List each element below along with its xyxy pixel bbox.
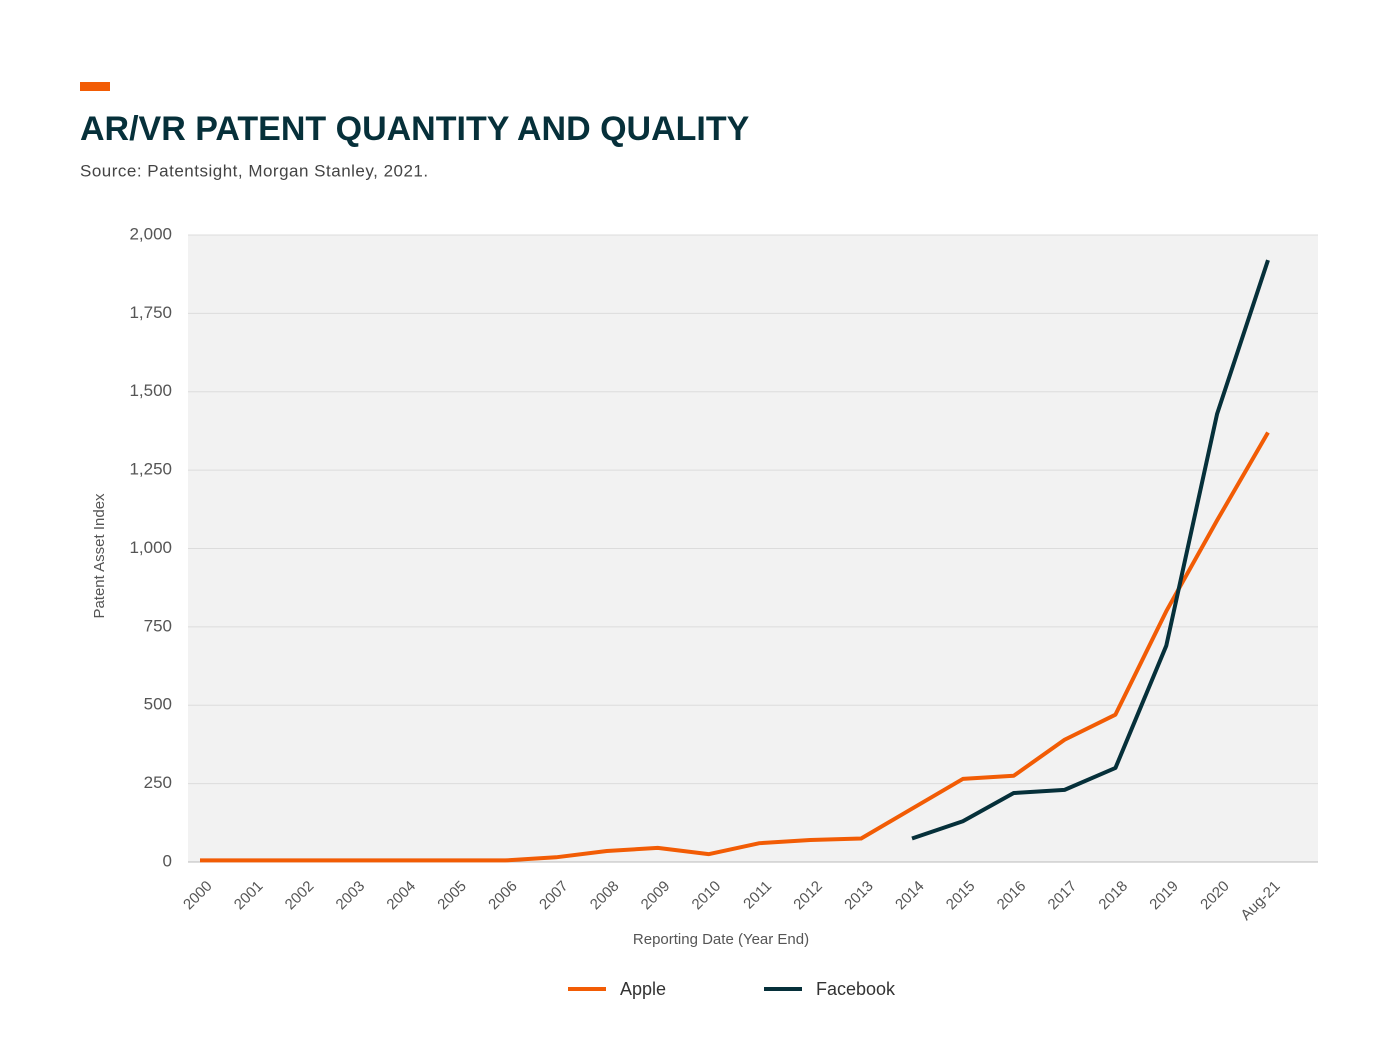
x-tick-label: 2000: [180, 878, 216, 914]
y-tick-label: 1,000: [129, 538, 172, 557]
title-accent: [80, 82, 110, 91]
x-tick-label: 2007: [536, 878, 572, 914]
chart-subtitle: Source: Patentsight, Morgan Stanley, 202…: [80, 161, 429, 180]
x-tick-label: 2015: [943, 878, 979, 914]
x-tick-label: 2016: [994, 878, 1030, 914]
x-tick-label: 2003: [333, 878, 369, 914]
y-tick-label: 750: [144, 616, 172, 635]
x-tick-label: 2010: [689, 878, 725, 914]
x-tick-label: 2009: [638, 878, 674, 914]
x-tick-label: 2011: [740, 878, 775, 913]
y-tick-label: 0: [163, 851, 172, 870]
x-tick-label: 2012: [790, 878, 826, 914]
y-tick-label: 1,500: [129, 381, 172, 400]
chart-title: AR/VR PATENT QUANTITY AND QUALITY: [80, 110, 750, 148]
y-tick-label: 500: [144, 695, 172, 714]
x-tick-label: 2001: [231, 878, 267, 914]
y-tick-label: 250: [144, 773, 172, 792]
legend-label: Facebook: [816, 979, 896, 999]
x-tick-label: 2017: [1045, 878, 1081, 914]
x-tick-label: 2005: [434, 878, 470, 914]
x-tick-label: 2006: [485, 878, 521, 914]
legend-label: Apple: [620, 979, 666, 999]
series-line: [200, 431, 1270, 863]
x-tick-label: 2002: [282, 878, 318, 914]
x-tick-label: 2014: [892, 878, 928, 914]
x-tick-label: 2013: [841, 878, 877, 914]
x-tick-label: 2018: [1095, 878, 1131, 914]
x-tick-label: Aug-21: [1237, 878, 1283, 924]
x-axis-label: Reporting Date (Year End): [633, 931, 809, 948]
y-tick-label: 1,750: [129, 303, 172, 322]
series-line: [911, 259, 1270, 841]
y-tick-label: 2,000: [129, 224, 172, 243]
y-tick-label: 1,250: [129, 460, 172, 479]
x-tick-label: 2004: [383, 878, 419, 914]
x-tick-label: 2019: [1146, 878, 1182, 914]
y-axis-label: Patent Asset Index: [91, 493, 108, 619]
x-tick-label: 2008: [587, 878, 623, 914]
x-tick-label: 2020: [1197, 878, 1233, 914]
